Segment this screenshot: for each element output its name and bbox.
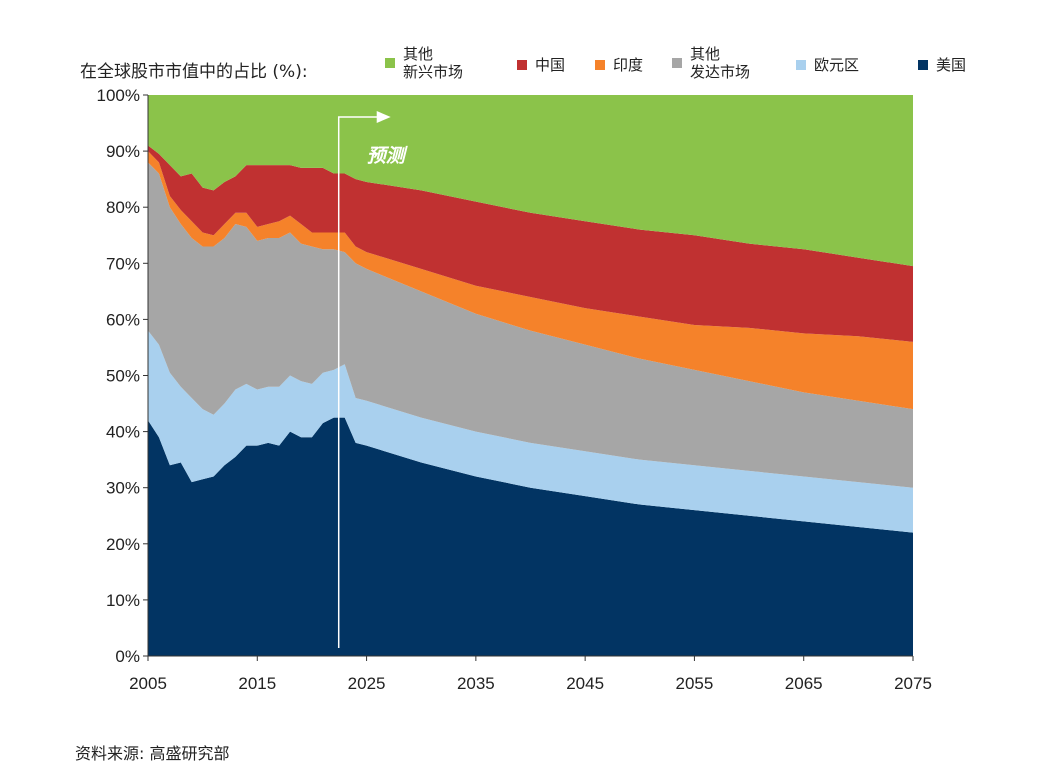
x-tick-label: 2045 xyxy=(566,674,604,693)
source-note: 资料来源: 高盛研究部 xyxy=(75,744,230,763)
legend-label: 中国 xyxy=(535,56,566,74)
x-tick-label: 2015 xyxy=(238,674,276,693)
x-tick-label: 2005 xyxy=(129,674,167,693)
y-tick-label: 50% xyxy=(106,367,140,386)
y-tick-label: 30% xyxy=(106,479,140,498)
y-tick-label: 80% xyxy=(106,198,140,217)
legend-title: 在全球股市市值中的占比 (%): xyxy=(80,62,308,82)
legend-swatch xyxy=(595,60,605,70)
legend-label: 其他 xyxy=(403,45,434,63)
legend-swatch xyxy=(517,60,527,70)
legend-item-us: 美国 xyxy=(918,56,966,74)
x-tick-label: 2065 xyxy=(785,674,823,693)
y-tick-label: 100% xyxy=(97,86,140,105)
legend-item-other-emerging: 其他 新兴市场 xyxy=(385,45,463,81)
legend-label: 新兴市场 xyxy=(403,63,464,81)
y-tick-label: 0% xyxy=(115,647,140,666)
legend-swatch xyxy=(672,58,682,68)
legend-label: 印度 xyxy=(613,56,644,74)
legend-label: 欧元区 xyxy=(814,56,860,74)
x-tick-label: 2055 xyxy=(676,674,714,693)
y-tick-label: 20% xyxy=(106,535,140,554)
y-tick-label: 10% xyxy=(106,591,140,610)
legend-swatch xyxy=(918,60,928,70)
forecast-line xyxy=(337,116,379,648)
legend-label: 美国 xyxy=(936,56,967,74)
forecast-label: 预测 xyxy=(367,145,409,167)
legend-item-other-developed: 其他 发达市场 xyxy=(672,45,750,81)
legend-swatch xyxy=(796,60,806,70)
legend-label: 其他 xyxy=(690,45,721,63)
area-series-2 xyxy=(148,162,913,488)
y-tick-label: 40% xyxy=(106,423,140,442)
legend-item-india: 印度 xyxy=(595,56,643,74)
y-tick-label: 60% xyxy=(106,310,140,329)
legend-item-china: 中国 xyxy=(517,56,565,74)
x-tick-label: 2075 xyxy=(894,674,932,693)
legend-item-eurozone: 欧元区 xyxy=(796,56,859,74)
x-tick-label: 2025 xyxy=(348,674,386,693)
legend-label: 发达市场 xyxy=(690,63,751,81)
y-tick-label: 70% xyxy=(106,254,140,273)
legend-swatch xyxy=(385,58,395,68)
area-series-3 xyxy=(148,151,913,410)
x-tick-label: 2035 xyxy=(457,674,495,693)
forecast-arrow-icon xyxy=(376,111,391,123)
y-tick-label: 90% xyxy=(106,142,140,161)
